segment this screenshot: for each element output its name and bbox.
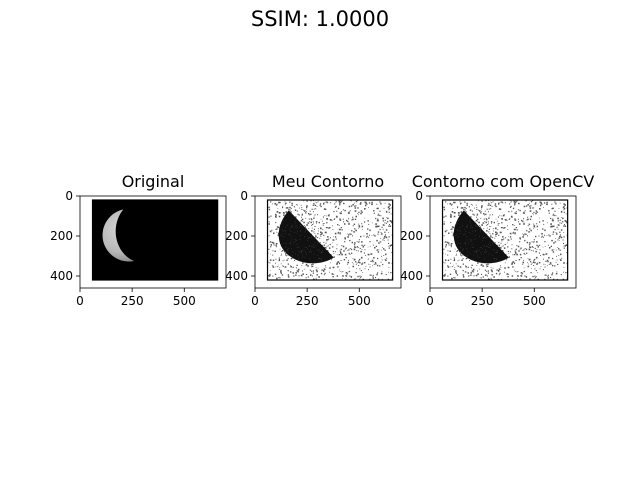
- y-tick-label: 400: [225, 269, 248, 283]
- y-tick-label: 0: [240, 189, 248, 203]
- axes-frame: [254, 195, 402, 289]
- subplot-title: Meu Contorno: [272, 172, 384, 191]
- x-tick-label: 500: [173, 294, 196, 308]
- figure-suptitle: SSIM: 1.0000: [251, 7, 389, 31]
- x-tick-label: 0: [76, 294, 84, 308]
- subplot-title: Contorno com OpenCV: [412, 172, 595, 191]
- moon-contour: [453, 210, 509, 264]
- y-tick-label: 200: [50, 229, 73, 243]
- y-tick-label: 400: [400, 269, 423, 283]
- image-border: [266, 199, 394, 281]
- image-content: [92, 200, 218, 280]
- x-tick-label: 250: [471, 294, 494, 308]
- x-tick-label: 0: [426, 294, 434, 308]
- subplot-2: Meu Contorno 0 250 500 0 200 400: [225, 172, 402, 308]
- moon-shape: [102, 208, 156, 262]
- subplot-1: Original 0 250 500 0 200 400: [50, 172, 227, 308]
- y-tick-label: 0: [65, 189, 73, 203]
- subplot-panels: Original 0 250 500 0 200 400 Meu Contorno 0 250 50…: [50, 172, 594, 308]
- x-tick-label: 0: [251, 294, 259, 308]
- subplot-title: Original: [122, 172, 185, 191]
- noise-speckles: [268, 200, 393, 280]
- y-tick-label: 400: [50, 269, 73, 283]
- axes-frame: [429, 195, 577, 289]
- image-content: [442, 200, 568, 280]
- y-tick-label: 200: [400, 229, 423, 243]
- axes-frame: [79, 195, 227, 289]
- image-content: [267, 200, 393, 280]
- x-tick-label: 500: [348, 294, 371, 308]
- image-border: [441, 199, 569, 281]
- x-tick-label: 250: [296, 294, 319, 308]
- image-border: [91, 199, 219, 281]
- x-tick-label: 500: [523, 294, 546, 308]
- y-tick-label: 0: [415, 189, 423, 203]
- noise-speckles: [443, 200, 568, 280]
- y-tick-label: 200: [225, 229, 248, 243]
- moon-contour: [278, 210, 334, 264]
- x-tick-label: 250: [121, 294, 144, 308]
